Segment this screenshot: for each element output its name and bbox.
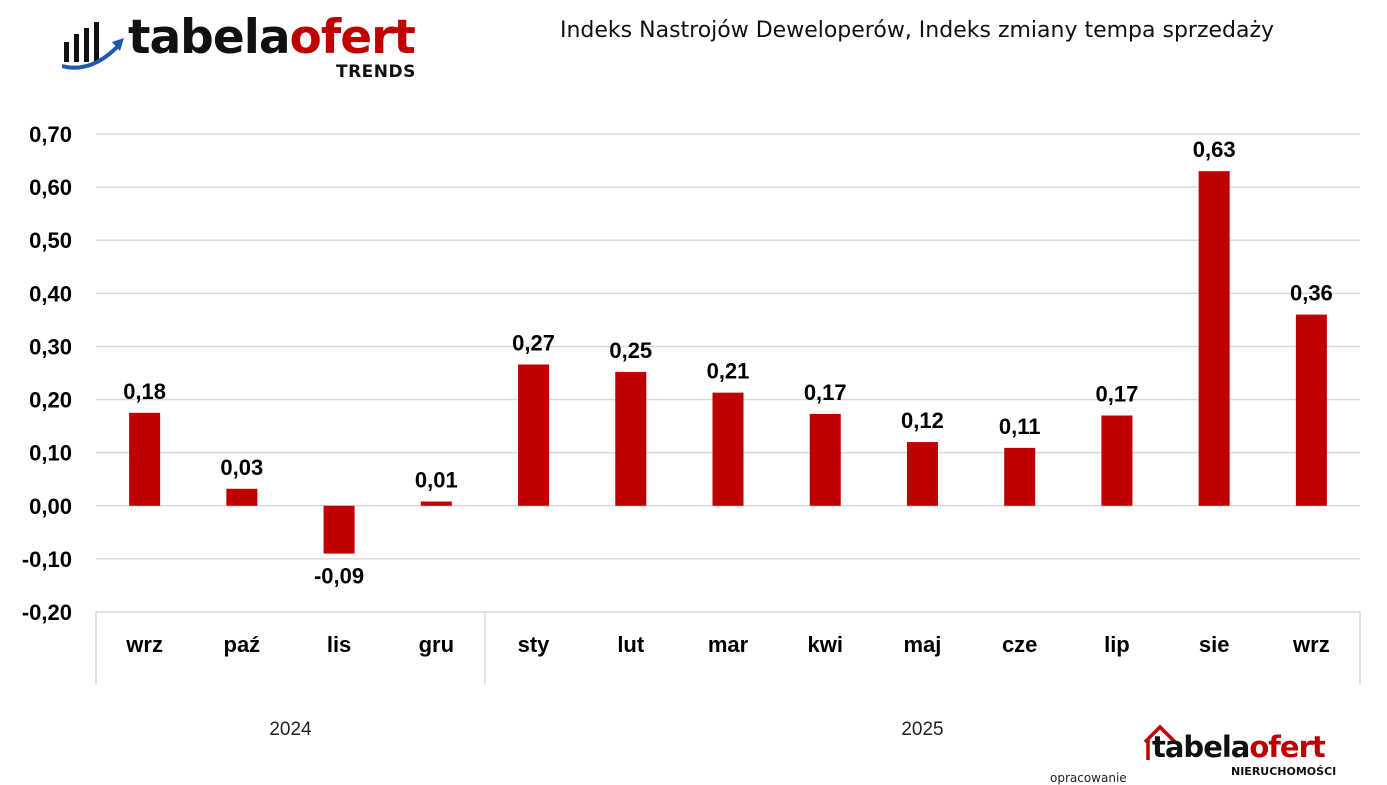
bar <box>1101 415 1133 506</box>
y-tick-label: 0,10 <box>29 441 72 466</box>
data-label: 0,17 <box>804 380 847 405</box>
footer-logo-word-part1: tabela <box>1152 730 1250 764</box>
data-label: 0,21 <box>707 359 750 384</box>
y-tick-label: 0,20 <box>29 388 72 413</box>
data-label: -0,09 <box>314 564 364 589</box>
y-tick-label: 0,40 <box>29 281 72 306</box>
category-label: wrz <box>1292 632 1330 657</box>
category-label: lip <box>1104 632 1130 657</box>
footer-logo-sub: NIERUCHOMOŚCI <box>1231 765 1337 778</box>
category-label: maj <box>904 632 942 657</box>
category-label: wrz <box>125 632 163 657</box>
bar <box>1198 171 1230 506</box>
category-label: gru <box>419 632 454 657</box>
data-label: 0,03 <box>220 455 263 480</box>
y-tick-label: -0,20 <box>22 600 72 625</box>
category-label: kwi <box>807 632 842 657</box>
group-label: 2024 <box>269 719 312 740</box>
credit-text: opracowanie <box>1050 771 1127 785</box>
brand-logo-word-part2: ofert <box>289 10 416 65</box>
data-label: 0,01 <box>415 468 458 493</box>
brand-logo: tabelaofert TRENDS <box>62 10 432 87</box>
data-label: 0,25 <box>609 338 652 363</box>
bar <box>323 505 355 554</box>
data-label: 0,63 <box>1193 137 1236 162</box>
data-label: 0,17 <box>1096 381 1139 406</box>
brand-logo-word-part1: tabela <box>128 10 291 65</box>
bar <box>1295 314 1327 506</box>
category-label: paź <box>224 632 261 657</box>
group-label: 2025 <box>901 719 943 740</box>
bar <box>906 442 938 506</box>
data-label: 0,36 <box>1290 281 1333 306</box>
bar <box>129 412 161 506</box>
data-label: 0,11 <box>999 414 1041 439</box>
bar <box>809 413 841 506</box>
category-label: sty <box>518 632 551 657</box>
bar <box>712 392 744 506</box>
footer-logo-wordmark: tabelaofert <box>1152 730 1326 764</box>
y-tick-label: 0,50 <box>29 228 72 253</box>
bar <box>226 488 258 506</box>
footer-logo-word-part2: ofert <box>1249 730 1325 764</box>
y-tick-label: -0,10 <box>22 547 72 572</box>
y-tick-label: 0,60 <box>29 175 72 200</box>
house-icon <box>1143 724 1177 760</box>
data-label: 0,18 <box>123 379 166 404</box>
y-tick-label: 0,00 <box>29 494 72 519</box>
category-label: lis <box>327 632 351 657</box>
footer-logo: tabelaofert NIERUCHOMOŚCI <box>1142 724 1352 780</box>
category-label: cze <box>1002 632 1037 657</box>
category-label: sie <box>1199 632 1230 657</box>
bar <box>420 501 452 506</box>
bar <box>518 364 550 506</box>
bar <box>1004 447 1036 506</box>
chart-growth-icon <box>62 22 124 70</box>
brand-logo-sub: TRENDS <box>336 62 416 82</box>
brand-logo-wordmark: tabelaofert <box>128 10 416 65</box>
y-tick-label: 0,30 <box>29 334 72 359</box>
category-label: mar <box>708 632 749 657</box>
data-label: 0,27 <box>512 331 555 356</box>
category-label: lut <box>617 632 645 657</box>
y-tick-label: 0,70 <box>29 122 72 147</box>
bar <box>615 371 647 506</box>
chart-title: Indeks Nastrojów Deweloperów, Indeks zmi… <box>560 18 1275 43</box>
data-label: 0,12 <box>901 408 944 433</box>
